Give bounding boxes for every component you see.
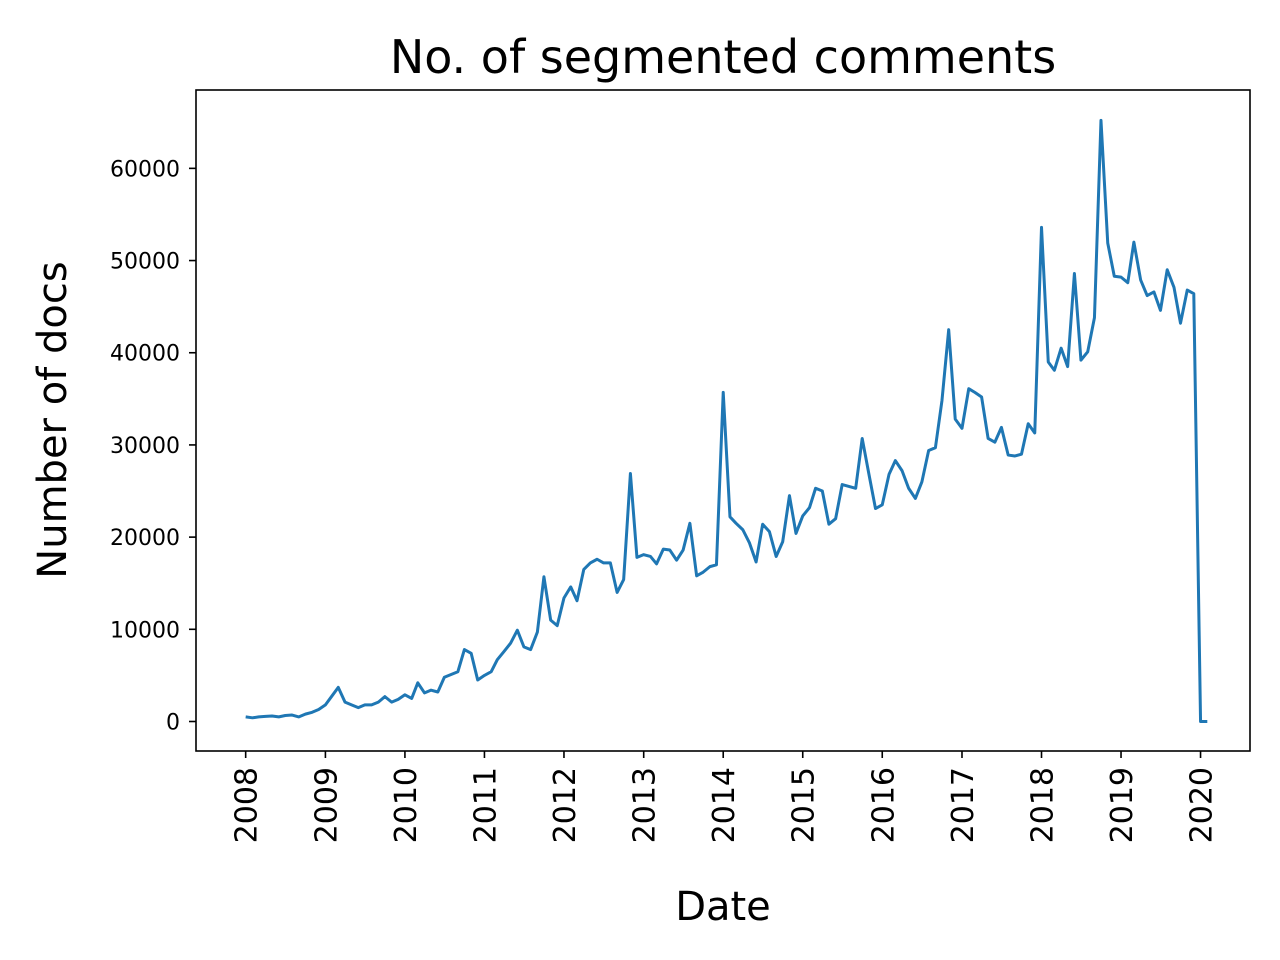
y-tick-label: 0 [166,710,180,735]
series-line [245,118,1208,723]
x-tick-label: 2017 [946,767,981,843]
y-axis-label: Number of docs [30,261,76,578]
x-tick-label: 2012 [548,767,583,843]
x-tick-label: 2009 [309,767,344,843]
x-tick-label: 2014 [707,767,742,843]
y-tick-label: 30000 [110,434,180,459]
x-tick-label: 2015 [787,767,822,843]
x-tick-label: 2019 [1105,767,1140,843]
x-tick-label: 2008 [230,767,265,843]
x-axis-label: Date [675,884,771,930]
x-tick-label: 2020 [1185,767,1220,843]
y-tick-label: 50000 [110,250,180,275]
y-tick-label: 40000 [110,342,180,367]
plot-frame [195,89,1251,752]
x-tick-label: 2011 [468,767,503,843]
x-tick-label: 2018 [1026,767,1061,843]
y-axis-ticks: 0 10000 20000 30000 40000 50000 60000 [110,157,196,735]
y-tick-label: 60000 [110,157,180,182]
x-axis-ticks: 2008 2009 2010 2011 2012 2013 2014 2015 2016 2017… [230,751,1220,843]
y-tick-label: 10000 [110,618,180,643]
x-tick-label: 2013 [628,767,663,843]
chart-title: No. of segmented comments [390,30,1056,84]
x-tick-label: 2016 [866,767,901,843]
x-tick-label: 2010 [389,767,424,843]
plot-area [245,118,1208,723]
y-tick-label: 20000 [110,526,180,551]
